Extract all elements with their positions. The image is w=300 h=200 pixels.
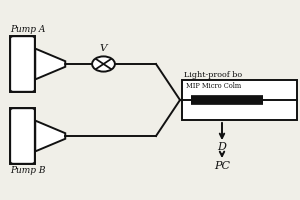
Polygon shape (35, 49, 65, 79)
Bar (182, 80, 297, 120)
Text: D: D (218, 142, 226, 152)
Text: Pump B: Pump B (10, 166, 45, 175)
FancyBboxPatch shape (10, 108, 35, 164)
Text: Light-proof bo: Light-proof bo (184, 71, 243, 79)
Polygon shape (35, 121, 65, 151)
Text: Pump A: Pump A (10, 25, 45, 34)
Bar (10, 36, 35, 92)
Text: MIP Micro Colm: MIP Micro Colm (186, 82, 241, 90)
Text: V: V (100, 44, 107, 53)
FancyBboxPatch shape (10, 36, 35, 92)
Bar (10, 108, 35, 164)
Text: PC: PC (214, 161, 230, 171)
Circle shape (92, 56, 115, 72)
